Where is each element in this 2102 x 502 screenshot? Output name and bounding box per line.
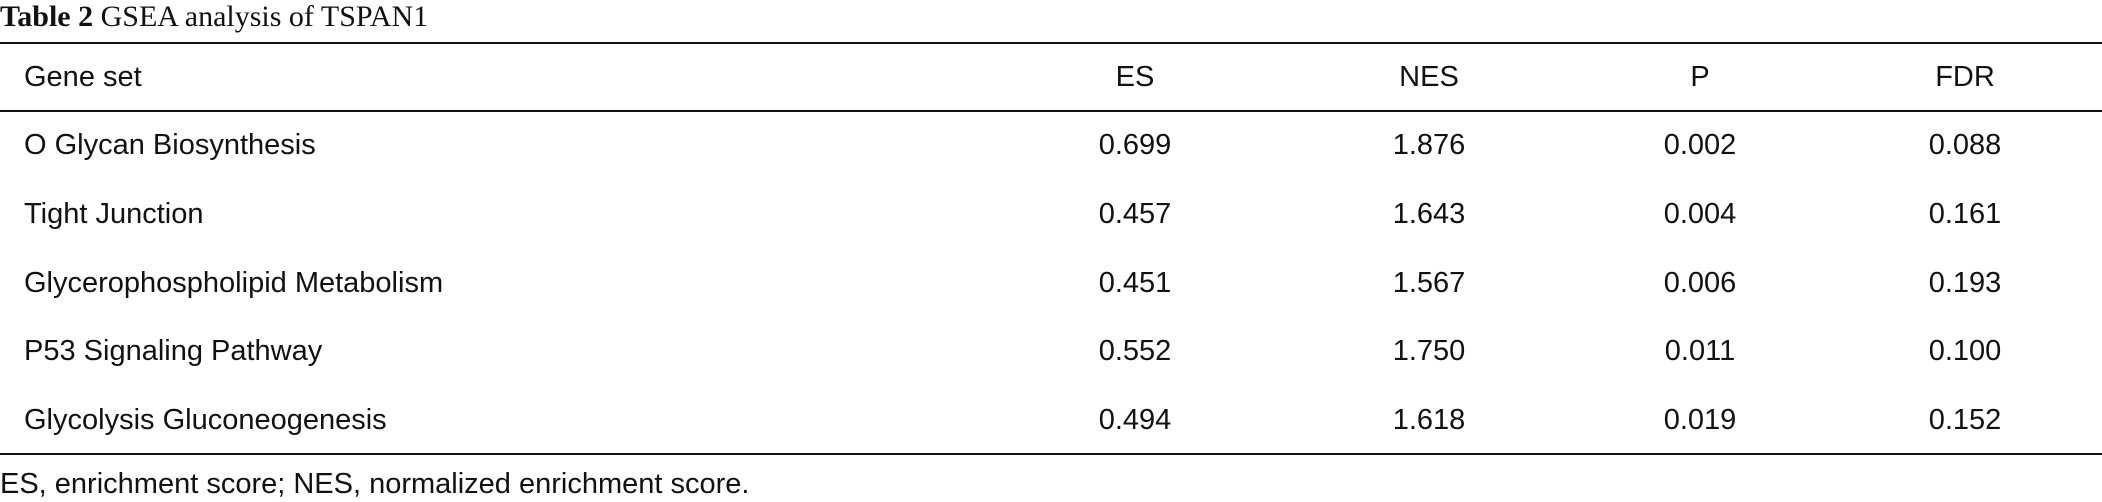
value-cell: 0.152 [1928, 404, 2002, 436]
value-cell: 0.006 [1663, 267, 1737, 299]
value-cell: 1.618 [1392, 404, 1466, 436]
column-header: FDR [1935, 61, 1995, 93]
value-cell: 0.002 [1663, 129, 1737, 161]
value-cell: 0.494 [1098, 404, 1172, 436]
value-cell: 0.019 [1663, 404, 1737, 436]
top-rule [0, 42, 2102, 44]
column-header: Gene set [24, 61, 142, 93]
gene-set-cell: O Glycan Biosynthesis [24, 129, 316, 161]
header-rule [0, 110, 2102, 112]
column-header: ES [1115, 61, 1155, 93]
value-cell: 0.193 [1928, 267, 2002, 299]
value-cell: 0.699 [1098, 129, 1172, 161]
column-header: P [1690, 61, 1710, 93]
gene-set-cell: P53 Signaling Pathway [24, 335, 323, 367]
value-cell: 0.451 [1098, 267, 1172, 299]
caption-text: GSEA analysis of TSPAN1 [100, 0, 429, 33]
value-cell: 0.161 [1928, 198, 2002, 230]
value-cell: 0.552 [1098, 335, 1172, 367]
table-caption: Table 2 GSEA analysis of TSPAN1 [0, 0, 428, 34]
gene-set-cell: Tight Junction [24, 198, 204, 230]
value-cell: 1.567 [1392, 267, 1466, 299]
value-cell: 0.011 [1664, 335, 1736, 367]
value-cell: 0.088 [1928, 129, 2002, 161]
caption-label: Table 2 [0, 0, 94, 33]
column-header: NES [1399, 61, 1459, 93]
footnote: ES, enrichment score; NES, normalized en… [0, 468, 750, 500]
gene-set-cell: Glycolysis Gluconeogenesis [24, 404, 387, 436]
value-cell: 1.643 [1392, 198, 1466, 230]
value-cell: 0.004 [1663, 198, 1737, 230]
value-cell: 1.876 [1392, 129, 1466, 161]
bottom-rule [0, 453, 2102, 455]
value-cell: 0.457 [1098, 198, 1172, 230]
value-cell: 1.750 [1392, 335, 1466, 367]
gene-set-cell: Glycerophospholipid Metabolism [24, 267, 444, 299]
value-cell: 0.100 [1928, 335, 2002, 367]
